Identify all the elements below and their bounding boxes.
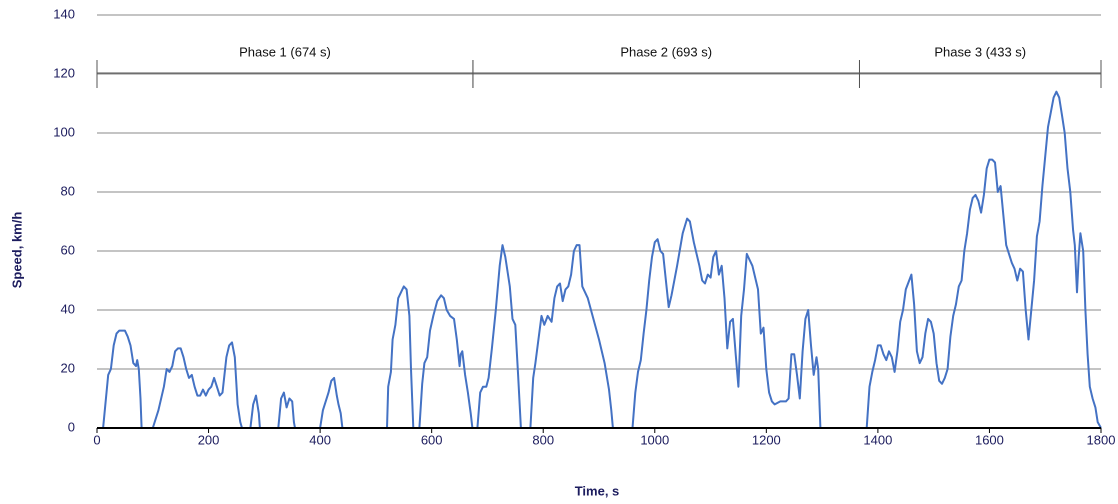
y-tick-label: 80 bbox=[61, 183, 75, 198]
y-tick-label: 120 bbox=[53, 65, 75, 80]
y-tick-label: 60 bbox=[61, 242, 75, 257]
x-axis-label: Time, s bbox=[575, 483, 620, 498]
y-tick-label: 40 bbox=[61, 301, 75, 316]
x-tick-label: 400 bbox=[309, 432, 331, 447]
y-tick-label: 0 bbox=[68, 419, 75, 434]
x-tick-label: 200 bbox=[198, 432, 220, 447]
y-tick-label: 100 bbox=[53, 124, 75, 139]
x-tick-label: 1800 bbox=[1087, 432, 1116, 447]
y-tick-label: 140 bbox=[53, 6, 75, 21]
speed-line bbox=[97, 90, 1102, 429]
x-tick-label: 1600 bbox=[975, 432, 1004, 447]
y-axis-label: Speed, km/h bbox=[9, 212, 24, 289]
x-tick-label: 1000 bbox=[640, 432, 669, 447]
x-tick-label: 600 bbox=[421, 432, 443, 447]
x-tick-label: 1200 bbox=[752, 432, 781, 447]
phase-label: Phase 2 (693 s) bbox=[620, 44, 712, 59]
x-tick-label: 0 bbox=[93, 432, 100, 447]
phase-label: Phase 1 (674 s) bbox=[239, 44, 331, 59]
phase-label: Phase 3 (433 s) bbox=[934, 44, 1026, 59]
x-tick-label: 1400 bbox=[863, 432, 892, 447]
x-tick-label: 800 bbox=[532, 432, 554, 447]
y-tick-label: 20 bbox=[61, 360, 75, 375]
